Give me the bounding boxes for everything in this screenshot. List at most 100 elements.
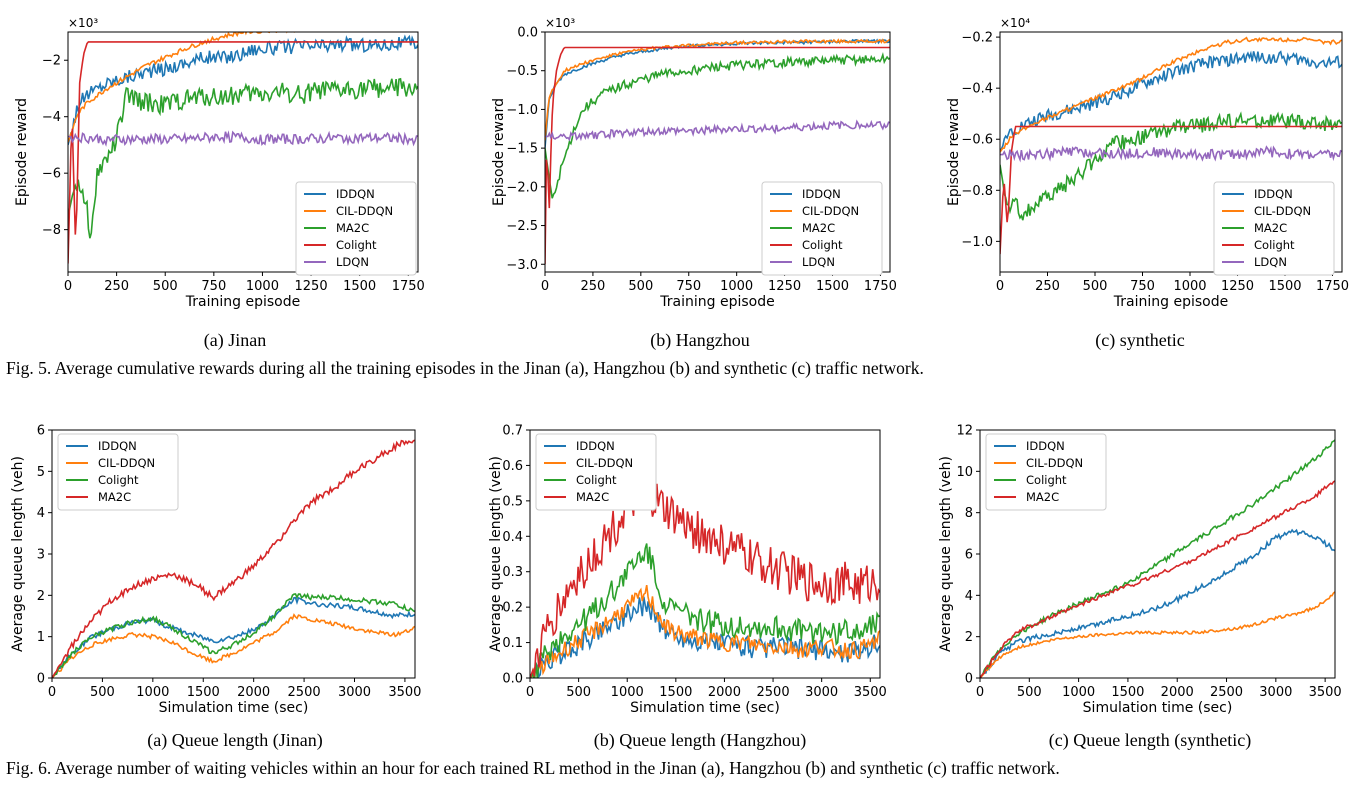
y-axis-label: Average queue length (veh)	[10, 456, 26, 652]
legend-box	[57, 433, 179, 511]
y-tick-label: 6	[965, 548, 973, 563]
y-tick-label: 1	[37, 630, 45, 645]
x-tick-label: 1000	[1062, 685, 1095, 700]
y-tick-label: 12	[956, 424, 973, 439]
series-line-iddqn	[980, 528, 1335, 678]
x-tick-label: 3500	[1309, 685, 1342, 700]
series-line-ma2c	[52, 439, 415, 678]
x-tick-label: 2000	[237, 685, 270, 700]
series-line-colight	[68, 41, 418, 264]
x-tick-label: 500	[1083, 279, 1108, 294]
series-line-iddqn	[1000, 50, 1342, 153]
legend-label: MA2C	[98, 490, 131, 504]
series-group	[52, 439, 415, 678]
legend-label: IDDQN	[336, 187, 375, 201]
x-axis-label: Simulation time (sec)	[1083, 700, 1233, 716]
y-tick-label: 4	[965, 589, 973, 604]
legend-label: Colight	[802, 238, 843, 252]
x-tick-label: 2500	[288, 685, 321, 700]
x-tick-label: 1500	[659, 685, 692, 700]
series-line-cil-ddqn	[52, 613, 415, 678]
series-line-ma2c	[1000, 111, 1342, 221]
x-tick-label: 3500	[388, 685, 421, 700]
axis-multiplier: ×10³	[68, 16, 98, 30]
x-tick-label: 2500	[1210, 685, 1243, 700]
x-tick-label: 500	[566, 685, 591, 700]
x-tick-label: 750	[1130, 279, 1155, 294]
y-axis-label: Episode reward	[946, 98, 962, 206]
subcaption-fig6c: (c) Queue length (synthetic)	[1048, 730, 1252, 750]
legend-label: IDDQN	[98, 439, 137, 453]
series-line-colight	[1000, 125, 1342, 255]
y-tick-label: −2.5	[506, 219, 538, 234]
x-tick-label: 1000	[720, 279, 753, 294]
x-tick-label: 3000	[805, 685, 838, 700]
legend-label: MA2C	[576, 490, 609, 504]
subcaption-fig5a: (a) Jinan	[203, 330, 267, 350]
legend-label: CIL-DDQN	[98, 456, 155, 470]
y-tick-label: −1.0	[961, 235, 993, 250]
y-tick-label: 5	[37, 465, 45, 480]
x-tick-label: 500	[90, 685, 115, 700]
series-line-ldqn	[68, 130, 418, 147]
x-tick-label: 1500	[187, 685, 220, 700]
legend-label: Colight	[1026, 473, 1067, 487]
legend-box	[1213, 181, 1335, 276]
legend-label: IDDQN	[1254, 187, 1293, 201]
series-line-ma2c	[545, 51, 890, 199]
y-tick-label: −0.5	[506, 64, 538, 79]
y-axis-label: Episode reward	[491, 98, 507, 206]
x-axis-label: Simulation time (sec)	[630, 700, 780, 716]
y-tick-label: 0.7	[502, 424, 523, 439]
series-line-ma2c	[68, 77, 418, 239]
y-tick-label: 0.3	[502, 565, 523, 580]
y-tick-label: 0.1	[502, 636, 523, 651]
x-tick-label: 1250	[1221, 279, 1254, 294]
x-tick-label: 1500	[1111, 685, 1144, 700]
x-tick-label: 1750	[392, 279, 425, 294]
legend-label: IDDQN	[802, 187, 841, 201]
subcaption-fig6a: (a) Queue length (Jinan)	[147, 730, 323, 750]
series-line-ma2c	[530, 477, 880, 678]
y-tick-label: 0	[37, 672, 45, 687]
series-line-colight	[545, 46, 890, 265]
x-tick-label: 2500	[757, 685, 790, 700]
plot-frame	[529, 429, 881, 679]
x-tick-label: 750	[676, 279, 701, 294]
legend-label: Colight	[98, 473, 139, 487]
chart-fig6a: 0 500 1000 1500 2000 2500 3000 3500 0 1 2 3 4 5 6 Simul…	[0, 420, 440, 720]
legend-label: Colight	[1254, 238, 1295, 252]
series-line-iddqn	[68, 34, 418, 146]
x-tick-label: 250	[104, 279, 129, 294]
legend-label: LDQN	[1254, 255, 1287, 269]
series-line-cil-ddqn	[545, 38, 890, 141]
series-line-colight	[530, 543, 880, 678]
series-line-cil-ddqn	[1000, 36, 1342, 153]
legend-label: IDDQN	[576, 439, 615, 453]
x-tick-label: 2000	[1161, 685, 1194, 700]
y-axis-label: Average queue length (veh)	[488, 456, 504, 652]
x-tick-label: 1000	[611, 685, 644, 700]
y-tick-label: 0	[965, 672, 973, 687]
y-axis-label: Episode reward	[14, 98, 30, 206]
plot-frame	[999, 31, 1343, 273]
series-line-colight	[52, 592, 415, 678]
legend-label: MA2C	[1254, 221, 1287, 235]
y-axis-label: Average queue length (veh)	[938, 456, 954, 652]
x-axis-label: Training episode	[185, 294, 300, 310]
x-axis-label: Training episode	[659, 294, 774, 310]
chart-fig5b: 0 250 500 750 1000 1250 1500 1750 −3.0 −2.5 −2.0 −1…	[465, 10, 905, 320]
x-tick-label: 500	[628, 279, 653, 294]
legend-label: CIL-DDQN	[336, 204, 393, 218]
legend-label: MA2C	[1026, 490, 1059, 504]
legend-box	[985, 433, 1107, 511]
x-tick-label: 1750	[864, 279, 897, 294]
x-tick-label: 0	[48, 685, 56, 700]
x-tick-label: 3000	[1259, 685, 1292, 700]
x-tick-label: 1750	[1316, 279, 1349, 294]
legend-label: Colight	[576, 473, 617, 487]
legend-label: LDQN	[336, 255, 369, 269]
x-tick-label: 0	[526, 685, 534, 700]
x-tick-label: 1250	[295, 279, 328, 294]
x-tick-label: 0	[976, 685, 984, 700]
